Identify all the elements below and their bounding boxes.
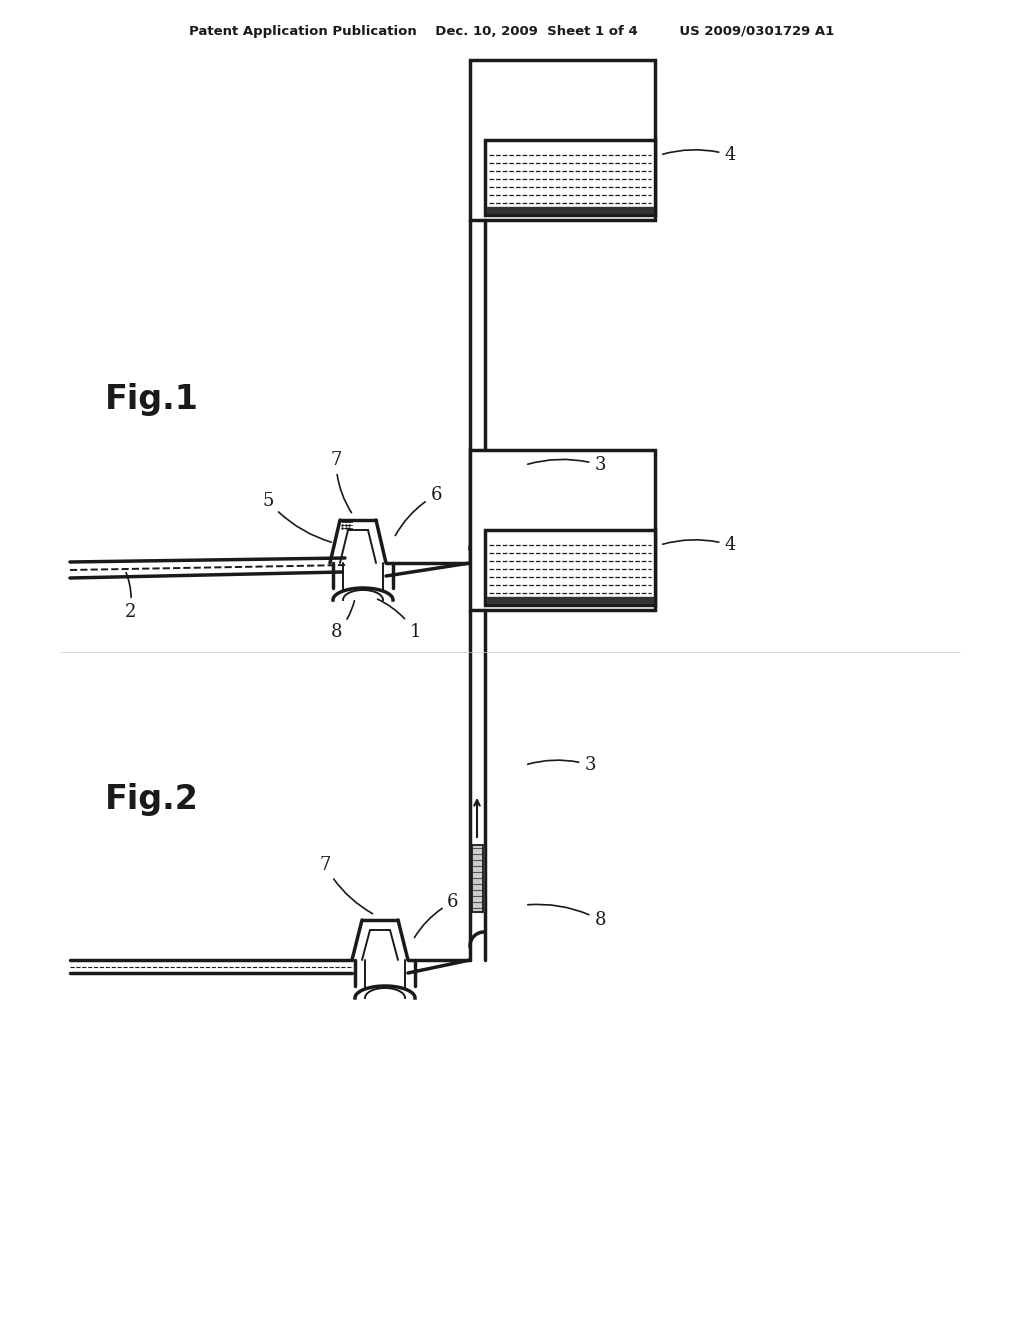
Text: 6: 6 xyxy=(395,486,441,536)
Text: 3: 3 xyxy=(527,455,606,474)
Polygon shape xyxy=(487,207,653,213)
Text: 1: 1 xyxy=(378,599,421,642)
Bar xyxy=(470,450,655,610)
Text: 5: 5 xyxy=(262,492,332,543)
Text: Fig.1: Fig.1 xyxy=(105,384,199,417)
Text: 7: 7 xyxy=(319,855,373,913)
Text: 8: 8 xyxy=(331,601,354,642)
Text: Patent Application Publication    Dec. 10, 2009  Sheet 1 of 4         US 2009/03: Patent Application Publication Dec. 10, … xyxy=(189,25,835,38)
Text: 3: 3 xyxy=(527,756,596,774)
Text: 7: 7 xyxy=(331,451,351,512)
Polygon shape xyxy=(472,845,483,912)
Text: 8: 8 xyxy=(527,904,606,929)
Bar xyxy=(485,140,655,215)
Bar xyxy=(470,59,655,220)
Bar xyxy=(472,845,483,912)
Bar xyxy=(485,531,655,605)
Polygon shape xyxy=(487,597,653,603)
Text: 4: 4 xyxy=(663,536,735,554)
Text: 6: 6 xyxy=(415,894,459,937)
Text: 2: 2 xyxy=(124,573,136,620)
Text: Fig.2: Fig.2 xyxy=(105,784,199,817)
Text: 4: 4 xyxy=(663,147,735,164)
